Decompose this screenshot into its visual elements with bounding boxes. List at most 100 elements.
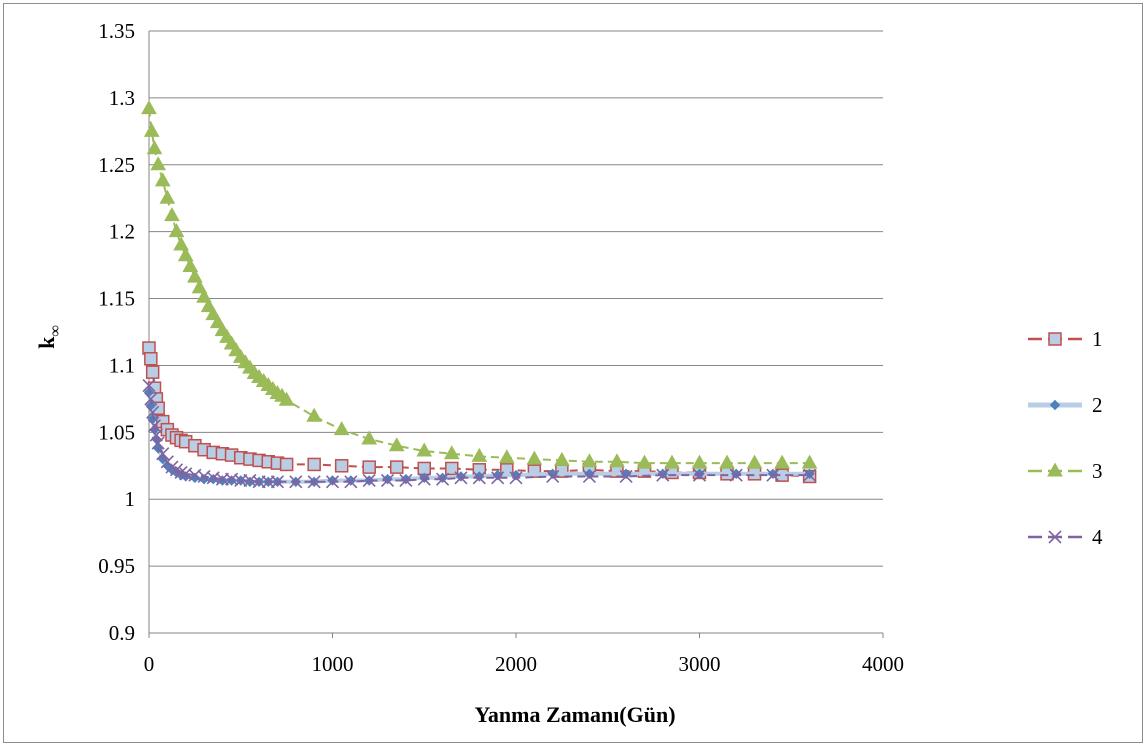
x-tick-label: 4000 xyxy=(862,652,904,676)
data-point-4 xyxy=(491,471,505,485)
data-point-2 xyxy=(345,475,357,486)
data-point-4 xyxy=(289,475,303,489)
data-point-1 xyxy=(362,460,376,474)
data-point-4 xyxy=(656,468,670,482)
data-point-3 xyxy=(333,421,350,436)
legend-label-2: 2 xyxy=(1092,393,1103,417)
axes: 0.9 0.95 1 1.05 1.1 1.15 1.2 1.25 1.3 1.35 0 1000 20… xyxy=(98,19,904,676)
data-point-4 xyxy=(803,468,817,482)
legend-label-1: 1 xyxy=(1092,327,1103,351)
line-chart: 0.9 0.95 1 1.05 1.1 1.15 1.2 1.25 1.3 1.35 0 1000 20… xyxy=(34,19,1103,727)
data-point-4 xyxy=(325,475,340,489)
data-point-4 xyxy=(546,469,560,484)
legend-marker-4 xyxy=(1048,530,1062,544)
data-point-4 xyxy=(252,475,266,489)
data-point-4 xyxy=(692,468,707,482)
y-tick-label: 1.2 xyxy=(109,220,135,244)
y-tick-label: 1.1 xyxy=(109,353,135,377)
gridlines xyxy=(149,30,883,634)
data-point-2 xyxy=(226,475,237,486)
data-point-4 xyxy=(142,378,156,393)
data-point-4 xyxy=(151,436,165,450)
data-point-3 xyxy=(182,257,199,272)
data-point-3 xyxy=(173,236,189,251)
data-point-3 xyxy=(187,268,203,283)
data-point-3 xyxy=(146,140,163,155)
data-point-2 xyxy=(382,473,393,485)
data-point-3 xyxy=(388,437,405,452)
data-point-4 xyxy=(261,475,275,489)
data-point-3 xyxy=(581,453,598,468)
data-point-3 xyxy=(526,450,543,465)
y-axis-title-subscript: ∞ xyxy=(47,325,64,336)
data-point-4 xyxy=(399,473,413,488)
x-axis-title: Yanma Zamanı(Gün) xyxy=(474,702,675,727)
data-point-3 xyxy=(664,454,680,469)
y-tick-label: 1.05 xyxy=(98,420,135,444)
x-tick-label: 3000 xyxy=(679,652,721,676)
data-point-3 xyxy=(636,454,653,469)
data-point-4 xyxy=(509,471,523,485)
legend-item-2: 2 xyxy=(1028,393,1103,417)
data-point-3 xyxy=(471,447,488,462)
data-point-4 xyxy=(307,475,321,489)
legend-item-1: 1 xyxy=(1028,327,1103,351)
data-point-3 xyxy=(554,451,570,466)
data-point-1 xyxy=(144,352,158,366)
data-point-3 xyxy=(159,189,176,204)
data-point-2 xyxy=(327,475,338,486)
data-point-3 xyxy=(719,454,735,469)
data-point-1 xyxy=(334,459,349,473)
y-tick-label: 0.95 xyxy=(98,554,135,578)
data-point-3 xyxy=(498,449,515,464)
legend-marker-3 xyxy=(1047,462,1063,477)
legend: 1 2 3 4 xyxy=(1028,327,1103,549)
data-point-3 xyxy=(278,391,295,406)
data-point-3 xyxy=(609,453,625,468)
data-point-4 xyxy=(156,447,170,461)
data-point-2 xyxy=(400,473,412,485)
data-point-1 xyxy=(145,365,160,379)
data-point-3 xyxy=(746,454,763,469)
legend-label-4: 4 xyxy=(1092,525,1103,549)
x-tick-label: 2000 xyxy=(495,652,537,676)
data-point-3 xyxy=(691,454,708,469)
data-point-4 xyxy=(215,472,229,486)
legend-marker-2 xyxy=(1049,399,1061,411)
data-point-4 xyxy=(362,473,376,488)
data-point-4 xyxy=(174,465,188,480)
data-point-4 xyxy=(344,475,358,489)
data-point-4 xyxy=(582,469,596,484)
data-point-1 xyxy=(445,461,459,476)
data-point-3 xyxy=(150,156,167,171)
data-point-3 xyxy=(801,454,818,469)
data-point-3 xyxy=(361,430,378,445)
data-point-3 xyxy=(177,247,194,262)
data-point-4 xyxy=(270,475,285,489)
data-point-1 xyxy=(279,457,294,472)
data-point-3 xyxy=(416,442,433,457)
data-point-4 xyxy=(454,471,468,485)
series-3 xyxy=(141,100,818,469)
chart-area: 0.9 0.95 1 1.05 1.1 1.15 1.2 1.25 1.3 1.35 0 1000 20… xyxy=(3,3,1143,743)
series-group xyxy=(141,100,818,489)
data-point-3 xyxy=(196,288,212,303)
x-tick-label: 0 xyxy=(144,652,155,676)
y-tick-label: 1.15 xyxy=(98,287,135,311)
data-point-4 xyxy=(234,473,248,488)
data-point-4 xyxy=(149,428,163,442)
data-point-3 xyxy=(154,172,171,187)
y-axis-title: k∞ xyxy=(34,325,64,349)
y-tick-label: 1.3 xyxy=(109,86,135,110)
data-point-4 xyxy=(417,472,431,486)
series-line-3 xyxy=(148,108,810,465)
y-axis-title-base: k xyxy=(34,336,59,349)
data-point-3 xyxy=(141,100,157,115)
data-point-1 xyxy=(307,457,321,472)
data-point-4 xyxy=(146,405,160,419)
y-tick-label: 1.35 xyxy=(98,19,135,43)
data-point-3 xyxy=(774,454,790,469)
data-point-4 xyxy=(144,392,158,406)
data-point-3 xyxy=(306,407,323,422)
legend-label-3: 3 xyxy=(1092,459,1103,483)
